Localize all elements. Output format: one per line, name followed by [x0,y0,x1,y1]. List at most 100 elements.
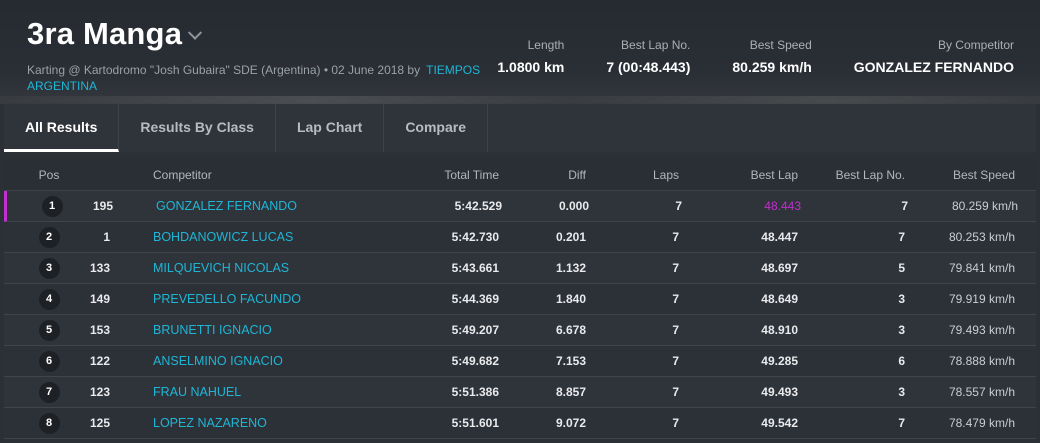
column-header-best-speed[interactable]: Best Speed [952,167,1015,182]
diff: 7.153 [555,354,586,368]
best-lap: 48.697 [761,261,798,275]
chevron-down-icon[interactable] [188,25,203,40]
kart-number: 122 [89,354,110,368]
total-time: 5:42.529 [454,199,502,213]
diff: 0.201 [555,230,586,244]
table-row[interactable]: 6 122 ANSELMINO IGNACIO 5:49.682 7.153 7… [4,346,1036,377]
column-header-total-time[interactable]: Total Time [444,167,499,182]
best-lap-no: 3 [898,385,905,399]
hero-background-band [0,96,1040,104]
diff: 0.000 [558,199,589,213]
best-speed: 80.259 km/h [951,199,1018,213]
laps: 7 [675,199,682,213]
table-row[interactable]: 2 1 BOHDANOWICZ LUCAS 5:42.730 0.201 7 4… [4,222,1036,253]
competitor-link[interactable]: FRAU NAHUEL [153,385,242,399]
position-badge: 6 [38,350,60,372]
diff: 9.072 [555,416,586,430]
competitor-link[interactable]: PREVEDELLO FACUNDO [153,292,301,306]
best-lap-no: 7 [901,199,908,213]
best-lap-overall: 48.443 [764,199,801,213]
position-cell: 3 [26,253,72,283]
stat-value: 80.259 km/h [732,59,812,75]
column-header-laps[interactable]: Laps [652,167,679,182]
tab-all-results[interactable]: All Results [4,104,120,152]
tab-lap-chart[interactable]: Lap Chart [276,104,385,152]
best-speed: 78.557 km/h [948,385,1015,399]
kart-number: 153 [89,323,110,337]
hero-header [0,0,1040,103]
organizer-link[interactable]: TIEMPOS ARGENTINA [27,63,481,93]
page-title: 3ra Manga [27,16,183,51]
column-header-competitor[interactable]: Competitor [153,167,212,182]
total-time: 5:49.207 [451,323,499,337]
position-cell: 6 [26,346,72,376]
laps: 7 [672,261,679,275]
table-row[interactable]: 7 123 FRAU NAHUEL 5:51.386 8.857 7 49.49… [4,377,1036,408]
competitor-cell: BOHDANOWICZ LUCAS [153,222,413,252]
best-lap: 48.649 [761,292,798,306]
position-badge: 7 [38,381,60,403]
kart-number: 149 [89,292,110,306]
competitor-cell: GONZALEZ FERNANDO [156,191,416,221]
table-row[interactable]: 5 153 BRUNETTI IGNACIO 5:49.207 6.678 7 … [4,315,1036,346]
position-badge: 5 [38,319,60,341]
competitor-cell: PREVEDELLO FACUNDO [153,284,413,314]
results-tabs: All Results Results By Class Lap Chart C… [4,104,1036,152]
table-row[interactable]: 4 149 PREVEDELLO FACUNDO 5:44.369 1.840 … [4,284,1036,315]
best-lap: 49.542 [761,416,798,430]
total-time: 5:51.601 [451,416,499,430]
results-table: Pos Competitor Total Time Diff Laps Best… [4,158,1036,439]
position-cell: 5 [26,315,72,345]
best-speed: 79.493 km/h [948,323,1015,337]
table-row[interactable]: 8 125 LOPEZ NAZARENO 5:51.601 9.072 7 49… [4,408,1036,439]
table-row[interactable]: 3 133 MILQUEVICH NICOLAS 5:43.661 1.132 … [4,253,1036,284]
competitor-link[interactable]: BRUNETTI IGNACIO [153,323,272,337]
title-row[interactable]: 3ra Manga [27,16,203,52]
total-time: 5:43.661 [451,261,499,275]
position-cell: 4 [26,284,72,314]
competitor-link[interactable]: ANSELMINO IGNACIO [153,354,283,368]
event-description: Karting @ Kartodromo "Josh Gubaira" SDE … [27,63,421,77]
tab-compare[interactable]: Compare [384,104,488,152]
column-header-pos[interactable]: Pos [38,167,60,182]
stat-value: 7 (00:48.443) [606,59,691,75]
tab-results-by-class[interactable]: Results By Class [119,104,276,152]
column-header-diff[interactable]: Diff [568,167,586,182]
kart-number: 133 [89,261,110,275]
column-header-best-lap-no[interactable]: Best Lap No. [835,167,905,182]
stat-value: GONZALEZ FERNANDO [853,59,1014,75]
total-time: 5:49.682 [451,354,499,368]
laps: 7 [672,354,679,368]
best-speed: 78.888 km/h [948,354,1015,368]
competitor-cell: FRAU NAHUEL [153,377,413,407]
kart-number: 1 [103,230,110,244]
competitor-link[interactable]: BOHDANOWICZ LUCAS [153,230,294,244]
competitor-link[interactable]: GONZALEZ FERNANDO [156,199,297,213]
competitor-link[interactable]: LOPEZ NAZARENO [153,416,267,430]
stat-best-speed: Best Speed 80.259 km/h [732,38,811,75]
best-lap-no: 5 [898,261,905,275]
kart-number: 123 [89,385,110,399]
best-lap-no: 7 [898,416,905,430]
stat-value: 1.0800 km [497,59,565,75]
best-lap: 48.910 [761,323,798,337]
column-header-best-lap[interactable]: Best Lap [750,167,798,182]
session-stats: Length 1.0800 km Best Lap No. 7 (00:48.4… [455,38,1014,75]
kart-number: 125 [89,416,110,430]
total-time: 5:51.386 [451,385,499,399]
position-badge: 1 [41,195,63,217]
competitor-cell: ANSELMINO IGNACIO [153,346,413,376]
stat-label: Best Lap No. [621,38,691,52]
diff: 1.132 [555,261,586,275]
best-lap: 49.493 [761,385,798,399]
laps: 7 [672,416,679,430]
competitor-link[interactable]: MILQUEVICH NICOLAS [153,261,290,275]
stat-label: By Competitor [937,38,1014,52]
diff: 1.840 [555,292,586,306]
best-speed: 80.253 km/h [948,230,1015,244]
stat-best-lap-no: Best Lap No. 7 (00:48.443) [606,38,690,75]
table-row[interactable]: 1 195 GONZALEZ FERNANDO 5:42.529 0.000 7… [4,191,1036,222]
position-badge: 8 [38,412,60,434]
best-lap: 49.285 [761,354,798,368]
position-cell: 2 [26,222,72,252]
